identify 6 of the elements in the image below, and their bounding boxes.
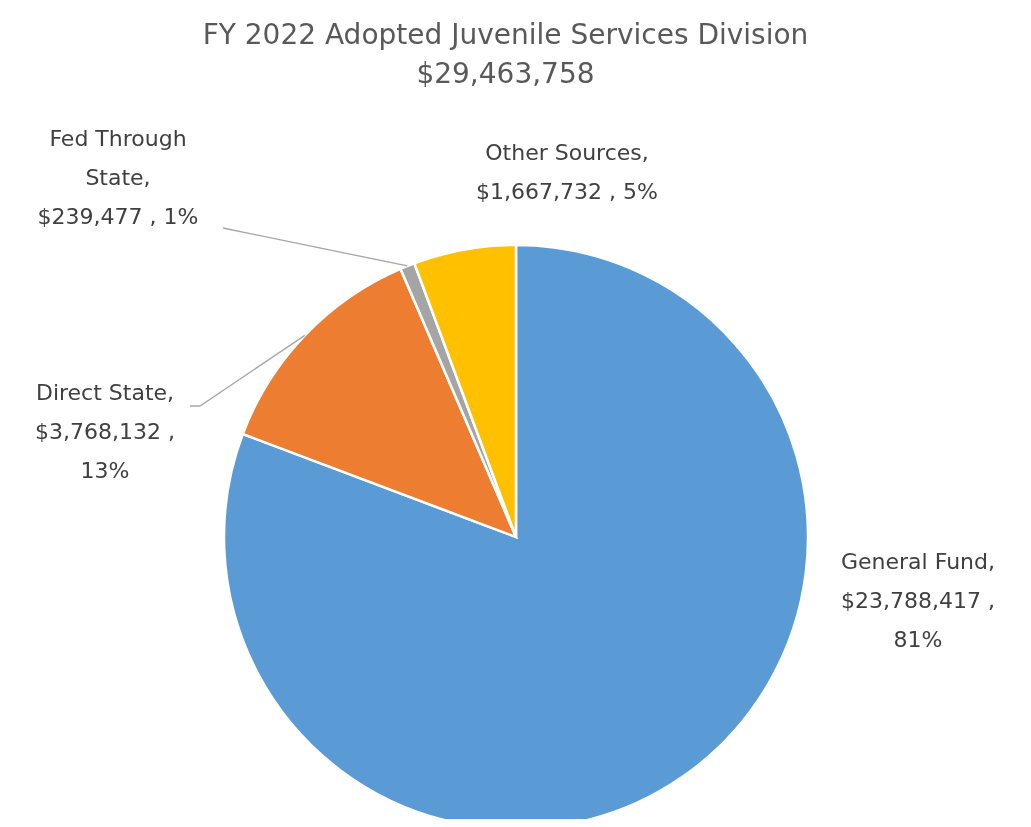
slice-label: General Fund, $23,788,417 , 81% bbox=[841, 549, 995, 652]
chart-title: FY 2022 Adopted Juvenile Services Division bbox=[202, 18, 809, 51]
slice-label: Fed Through State, $239,477 , 1% bbox=[37, 126, 199, 229]
chart-subtitle: $29,463,758 bbox=[416, 57, 595, 90]
slice-label: Direct State, $3,768,132 , 13% bbox=[35, 380, 175, 483]
slice-label: Other Sources, $1,667,732 , 5% bbox=[476, 140, 658, 204]
